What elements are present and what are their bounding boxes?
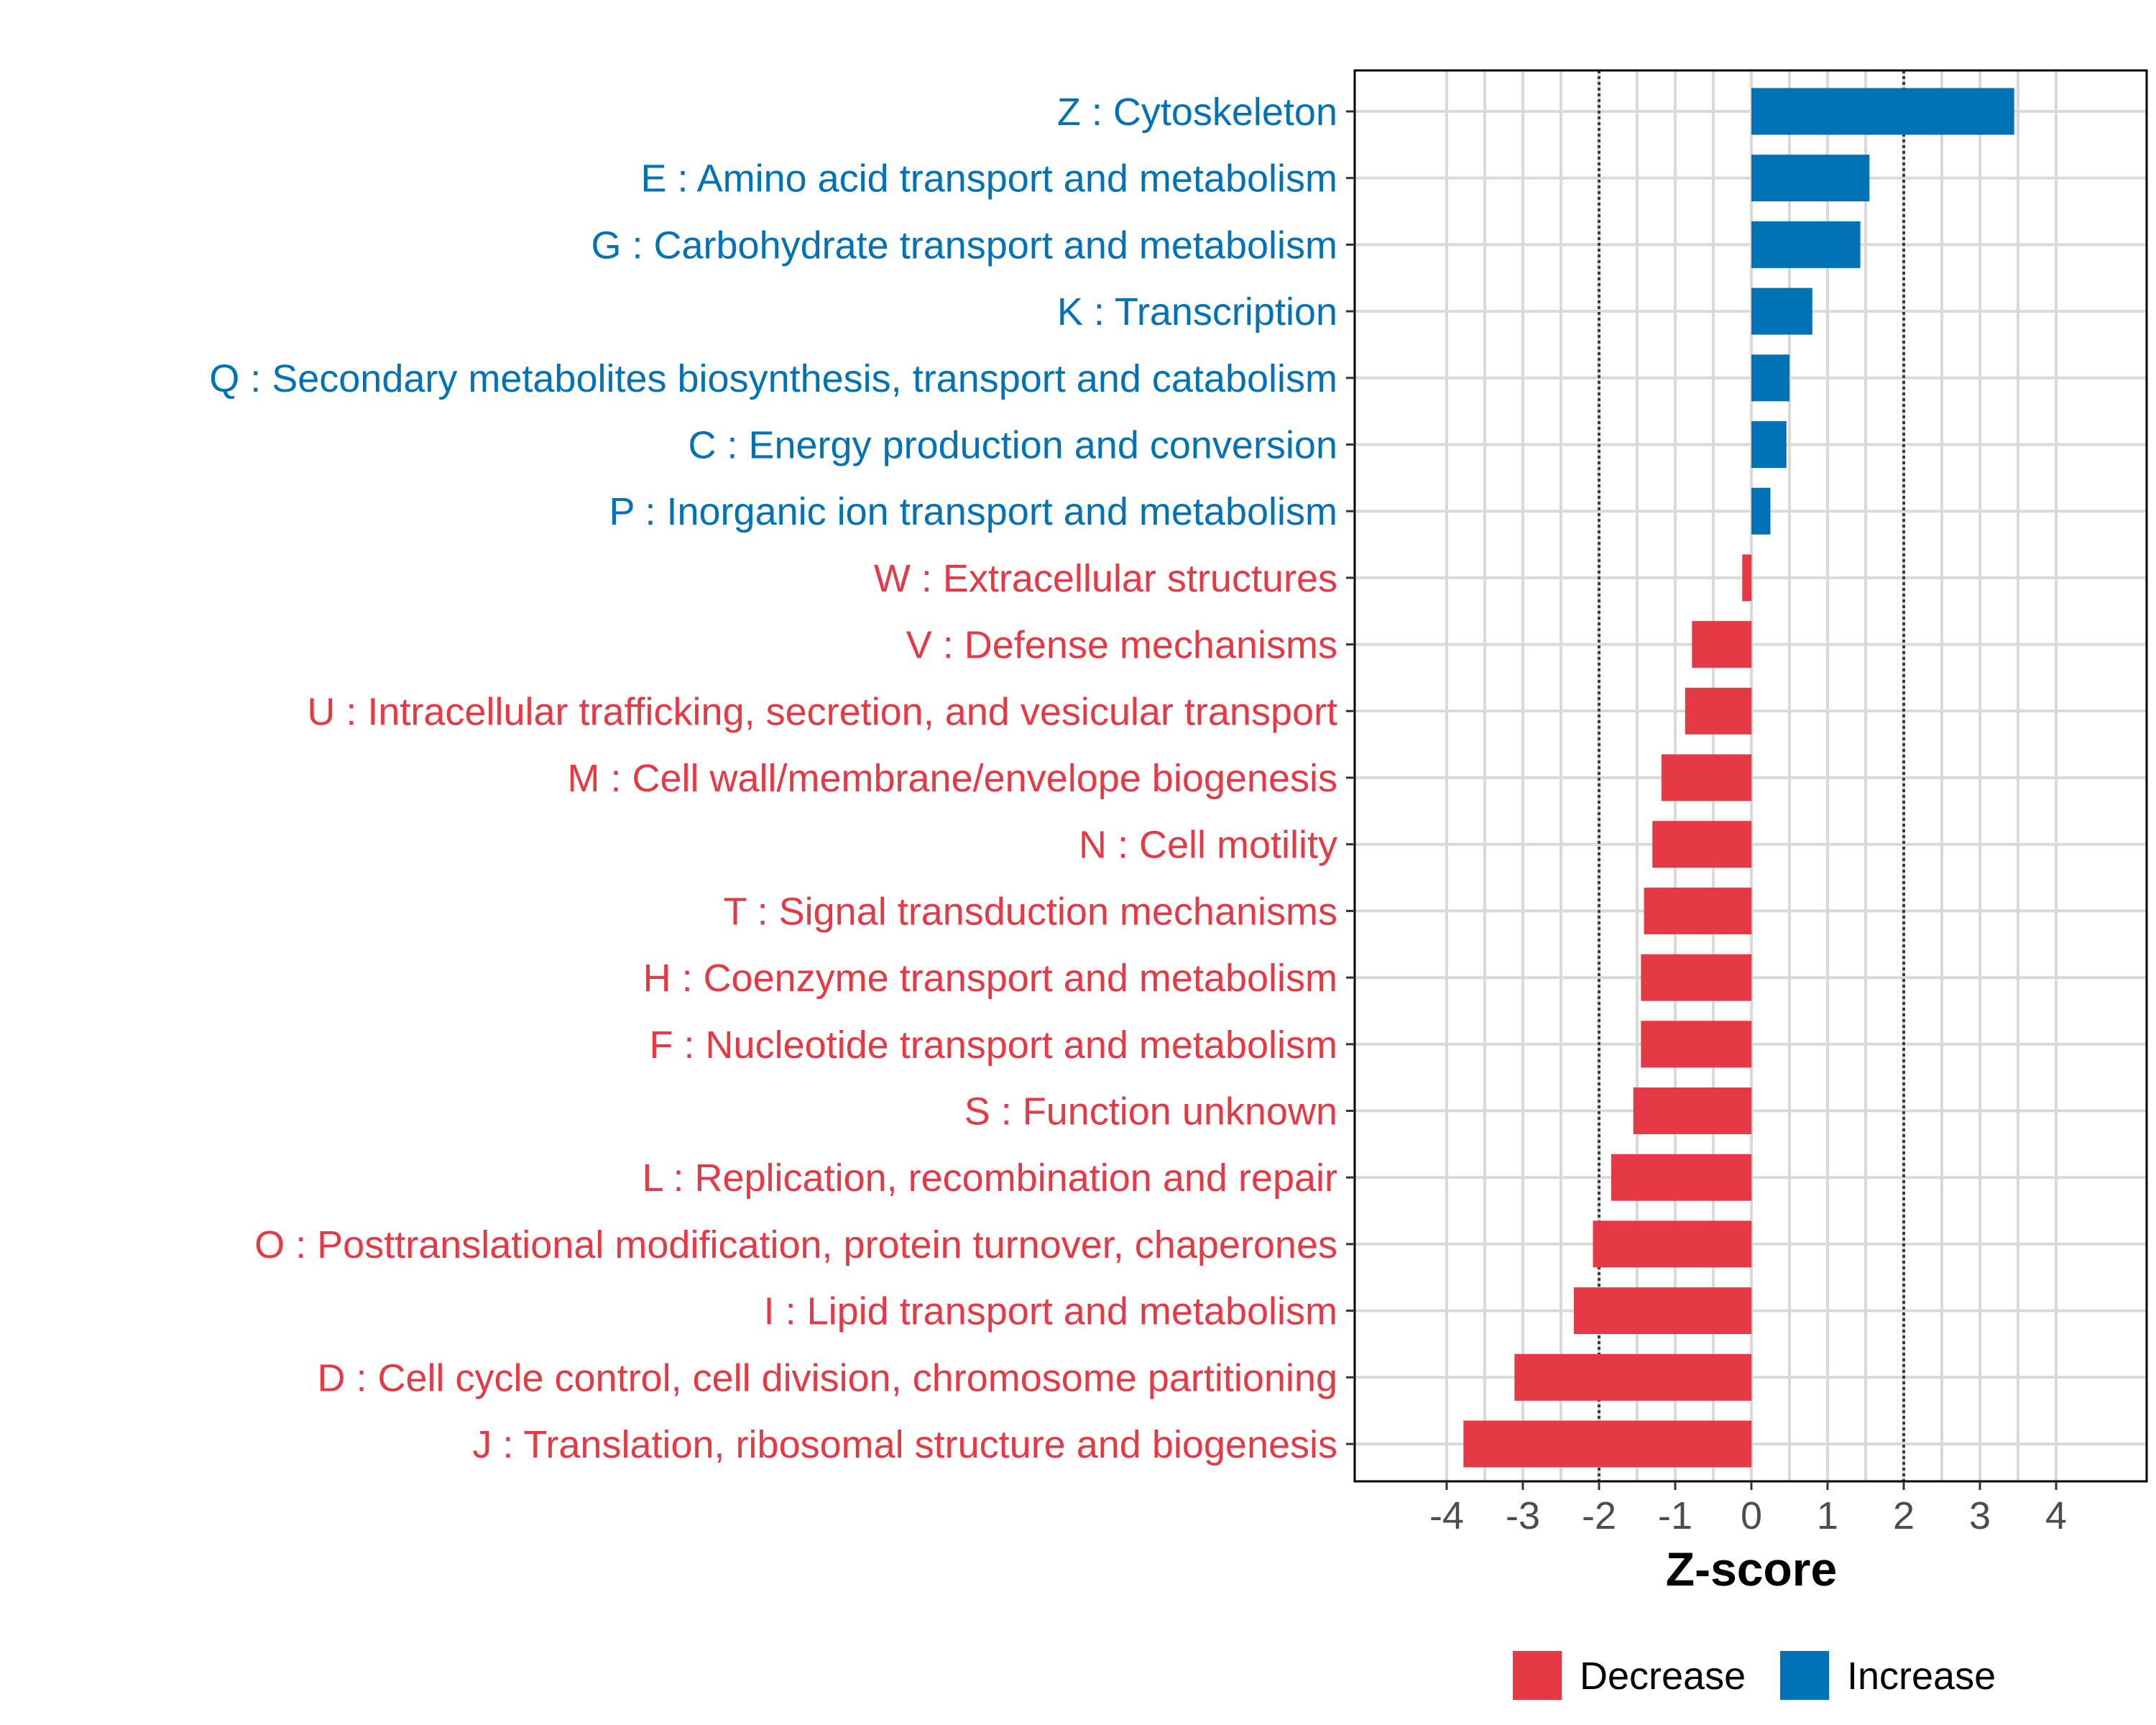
category-label: L : Replication, recombination and repai… [642,1156,1337,1200]
legend: Decrease Increase [1513,1651,1996,1700]
x-tick-label: -3 [1506,1494,1540,1537]
x-tick-label: 4 [2045,1494,2067,1537]
category-label: H : Coenzyme transport and metabolism [643,957,1337,1000]
bar [1751,288,1812,335]
category-label: S : Function unknown [964,1090,1337,1133]
category-label: Z : Cytoskeleton [1057,91,1337,134]
category-label: E : Amino acid transport and metabolism [641,157,1337,201]
bar [1751,88,2014,135]
bar [1685,687,1751,735]
bar [1661,754,1751,801]
category-label: F : Nucleotide transport and metabolism [650,1024,1337,1067]
category-label: O : Posttranslational modification, prot… [254,1223,1337,1266]
bar [1633,1087,1751,1134]
bar [1611,1154,1751,1201]
category-label: J : Translation, ribosomal structure and… [472,1423,1337,1466]
legend-swatch [1780,1651,1829,1700]
bar [1692,621,1751,668]
x-tick-label: 0 [1741,1494,1762,1537]
x-axis-ticks: -4 -3 -2 -1 0 1 2 3 4 [1429,1481,2067,1537]
bar [1644,887,1751,934]
category-label: W : Extracellular structures [874,557,1337,600]
bars [1463,88,2014,1468]
bar [1593,1220,1751,1268]
legend-swatch [1513,1651,1562,1700]
legend-label: Increase [1847,1655,1996,1698]
category-label: K : Transcription [1057,290,1337,334]
y-axis-ticks: Z : Cytoskeleton E : Amino acid transport… [209,91,1355,1466]
x-axis-title: Z-score [1666,1542,1837,1596]
bar [1463,1420,1751,1468]
bar [1641,1021,1751,1068]
x-tick-label: -2 [1582,1494,1616,1537]
category-label: M : Cell wall/membrane/envelope biogenes… [567,757,1337,800]
bar [1641,954,1751,1001]
bar [1751,487,1771,535]
bar [1574,1287,1751,1335]
bar [1514,1353,1751,1401]
category-label: T : Signal transduction mechanisms [724,890,1337,933]
bar [1751,421,1787,468]
x-tick-label: -4 [1429,1494,1464,1537]
x-tick-label: 1 [1817,1494,1838,1537]
x-tick-label: 3 [1969,1494,1991,1537]
x-tick-label: 2 [1893,1494,1915,1537]
category-label: G : Carbohydrate transport and metabolis… [591,224,1338,267]
bar [1751,354,1789,402]
bar [1751,221,1861,268]
category-label: C : Energy production and conversion [688,424,1337,467]
category-label: P : Inorganic ion transport and metaboli… [609,490,1337,533]
bar [1652,821,1751,868]
legend-label: Decrease [1580,1655,1746,1698]
category-label: Q : Secondary metabolites biosynthesis, … [209,357,1337,400]
category-label: I : Lipid transport and metabolism [764,1290,1337,1333]
x-tick-label: -1 [1658,1494,1692,1537]
category-label: V : Defense mechanisms [906,624,1337,667]
category-label: U : Intracellular trafficking, secretion… [307,690,1337,733]
category-label: D : Cell cycle control, cell division, c… [317,1356,1337,1399]
bar [1751,155,1870,202]
bar [1742,554,1751,602]
category-label: N : Cell motility [1079,824,1337,867]
